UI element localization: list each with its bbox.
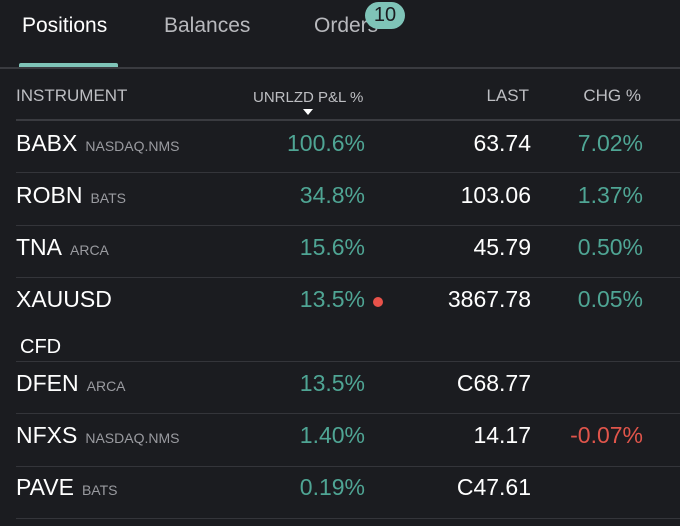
tab-orders[interactable]: Orders — [314, 14, 379, 37]
last-price: 45.79 — [473, 234, 531, 260]
unrealized-pnl: 100.6% — [286, 130, 365, 156]
exchange-label: NASDAQ.NMS — [85, 430, 180, 446]
row-divider — [16, 518, 680, 519]
unrealized-pnl: 34.8% — [299, 182, 365, 208]
change-percent: 0.05% — [577, 286, 643, 312]
last-price: C68.77 — [456, 370, 531, 396]
unrealized-pnl: 13.5% — [299, 286, 365, 312]
unrealized-pnl: 1.40% — [299, 422, 365, 448]
instrument-symbol: BABX NASDAQ.NMS — [16, 130, 180, 157]
unrealized-pnl: 15.6% — [299, 234, 365, 260]
last-price: 63.74 — [473, 130, 531, 156]
exchange-label: BATS — [81, 482, 118, 498]
instrument-symbol: XAUUSD — [16, 286, 120, 313]
unrealized-pnl: 0.19% — [299, 474, 365, 500]
row-divider — [16, 277, 680, 278]
exchange-label: ARCA — [70, 242, 109, 258]
change-percent: -0.07% — [570, 422, 643, 448]
symbol-text: TNA — [16, 234, 62, 260]
instrument-symbol: NFXS NASDAQ.NMS — [16, 422, 179, 449]
row-divider — [16, 466, 680, 467]
alert-dot-icon — [373, 297, 383, 307]
column-header-pnl[interactable]: UNRLZD P&L % — [253, 89, 364, 106]
change-percent: 0.50% — [577, 234, 643, 260]
change-percent: 7.02% — [577, 130, 643, 156]
tab-balances[interactable]: Balances — [164, 14, 251, 37]
exchange-label: BATS — [90, 190, 126, 206]
instrument-symbol: DFEN ARCA — [16, 370, 126, 397]
instrument-symbol: ROBN BATS — [16, 182, 126, 209]
orders-count-badge: 10 — [365, 2, 405, 29]
last-price: 3867.78 — [447, 286, 531, 312]
instrument-subtype: CFD — [20, 336, 62, 358]
symbol-text: XAUUSD — [16, 286, 112, 312]
symbol-text: BABX — [16, 130, 78, 156]
instrument-symbol: PAVE BATS — [16, 474, 117, 501]
change-percent: 1.37% — [577, 182, 643, 208]
tab-positions[interactable]: Positions — [22, 14, 108, 37]
row-divider — [16, 172, 680, 173]
exchange-label: NASDAQ.NMS — [85, 138, 180, 154]
last-price: 103.06 — [460, 182, 531, 208]
row-divider — [16, 225, 680, 226]
tab-bar: Positions Balances Orders 10 — [0, 0, 680, 69]
symbol-text: ROBN — [16, 182, 83, 208]
last-price: C47.61 — [456, 474, 531, 500]
column-header-last[interactable]: LAST — [486, 86, 529, 105]
unrealized-pnl: 13.5% — [299, 370, 365, 396]
symbol-text: DFEN — [16, 370, 79, 396]
symbol-text: NFXS — [16, 422, 78, 448]
exchange-label: ARCA — [86, 378, 126, 394]
row-divider — [16, 413, 680, 414]
active-tab-indicator — [19, 63, 118, 67]
sort-descending-icon — [303, 109, 313, 115]
symbol-text: PAVE — [16, 474, 74, 500]
instrument-symbol: TNA ARCA — [16, 234, 109, 261]
row-divider — [16, 361, 680, 362]
last-price: 14.17 — [473, 422, 531, 448]
column-header-instrument[interactable]: INSTRUMENT — [16, 86, 128, 105]
header-divider — [16, 119, 680, 121]
column-header-chg[interactable]: CHG % — [583, 86, 641, 105]
